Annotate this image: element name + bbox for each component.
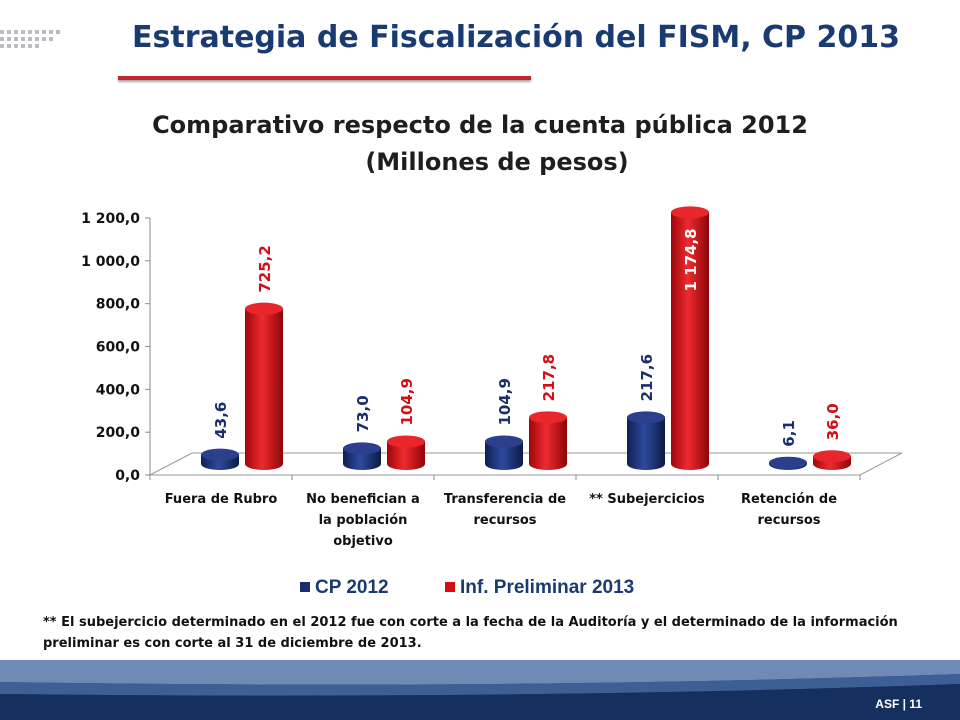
category-label: objetivo [333,534,393,549]
bar-top [201,448,239,461]
bar-cp2012 [627,411,665,470]
bar-top [671,206,709,219]
data-label: 6,1 [780,420,798,447]
bar-inf-2013 [387,435,425,470]
legend-swatch [300,582,310,592]
y-tick-label: 600,0 [96,340,141,356]
chart-title: Comparativo respecto de la cuenta públic… [152,111,808,139]
bar-top [813,450,851,463]
bar-top [529,411,567,424]
chart-subtitle: (Millones de pesos) [365,148,628,176]
legend-swatch [445,582,455,592]
bar-body [387,441,425,470]
bar-top [343,442,381,455]
legend-label: CP 2012 [315,577,389,598]
bar-cp2012 [769,456,807,470]
category-label: Fuera de Rubro [165,492,278,507]
bar-top [769,456,807,469]
data-label: 725,2 [256,245,274,292]
data-label: 104,9 [398,378,416,425]
bar-cp2012 [343,442,381,470]
bar-body [245,308,283,470]
bar-body [485,441,523,470]
bar-top [245,302,283,315]
category-label: recursos [473,513,536,528]
y-tick-label: 800,0 [96,297,141,313]
footer-band [0,660,960,720]
title-underline [118,76,531,80]
data-label: 43,6 [212,402,230,439]
data-label: 1 174,8 [682,228,700,291]
y-tick-label: 0,0 [115,468,140,484]
bar-top [387,435,425,448]
y-tick-label: 1 200,0 [81,211,140,227]
bar-cp2012 [201,448,239,470]
category-label: No benefician a [306,492,420,507]
bar-top [627,411,665,424]
category-label: recursos [757,513,820,528]
chart-floor [149,452,903,476]
bar-inf-2013 [529,411,567,470]
slide-title: Estrategia de Fiscalización del FISM, CP… [132,20,900,55]
data-label: 217,6 [638,354,656,401]
bar-body [671,212,709,470]
category-label: la población [319,513,408,528]
page-number-label: ASF | 11 [875,697,922,711]
footnote: ** El subejercicio determinado en el 201… [43,615,898,651]
legend-label: Inf. Preliminar 2013 [460,577,634,598]
bar-cp2012 [485,435,523,470]
data-label: 73,0 [354,395,372,432]
bar-inf-2013 [245,302,283,470]
data-label: 217,8 [540,354,558,401]
category-label: Transferencia de [444,492,566,507]
bar-chart: Comparativo respecto de la cuenta públic… [81,111,903,598]
decorative-dot-grid [0,30,60,48]
bar-body [627,417,665,470]
bar-body [343,448,381,470]
category-label: ** Subejercicios [589,492,705,507]
y-tick-label: 400,0 [96,382,141,398]
y-tick-label: 1 000,0 [81,254,140,270]
category-label: Retención de [741,492,837,507]
bar-body [529,417,567,470]
y-tick-label: 200,0 [96,425,141,441]
bar-inf-2013 [671,206,709,470]
bar-top [485,435,523,448]
bar-inf-2013 [813,450,851,470]
data-label: 36,0 [824,403,842,440]
data-label: 104,9 [496,378,514,425]
